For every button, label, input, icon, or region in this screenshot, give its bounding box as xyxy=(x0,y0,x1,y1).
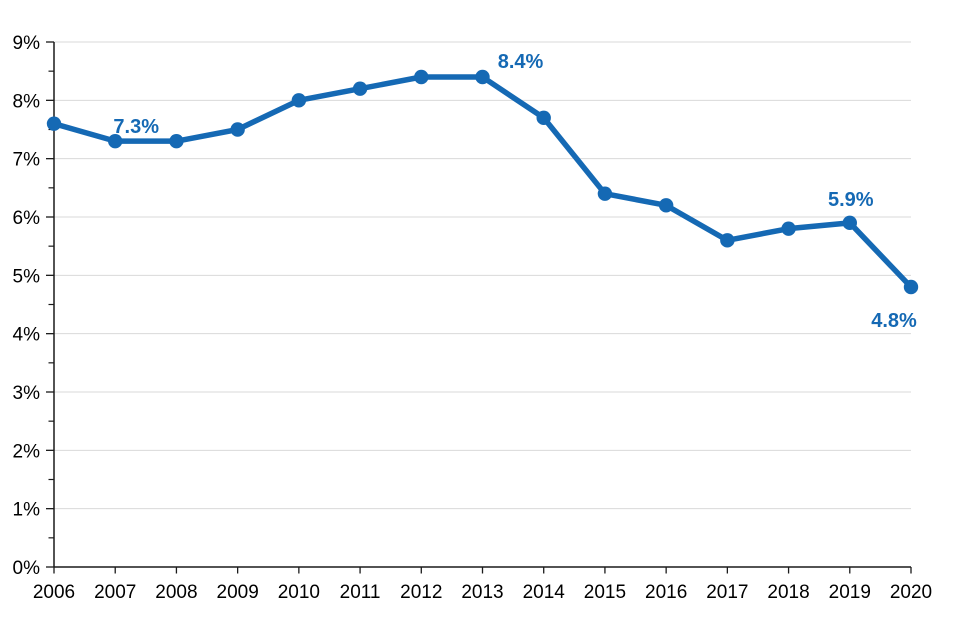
y-axis-tick-label: 4% xyxy=(13,325,41,346)
x-axis-tick-label-2012: 2012 xyxy=(400,582,442,603)
data-point-2012 xyxy=(414,69,429,85)
data-point-2016 xyxy=(658,198,674,213)
x-axis-tick-label-2017: 2017 xyxy=(706,582,748,603)
data-point-2014 xyxy=(536,110,551,126)
data-point-2018 xyxy=(781,221,796,236)
data-point-2020 xyxy=(903,279,919,295)
y-axis-tick-label: 2% xyxy=(13,441,41,462)
data-point-2017 xyxy=(720,233,735,248)
x-axis-tick-label-2018: 2018 xyxy=(767,582,809,603)
x-axis-tick-label-2015: 2015 xyxy=(584,582,626,603)
data-label-2013: 8.4% xyxy=(498,51,544,73)
data-label-2007: 7.3% xyxy=(113,116,159,138)
data-point-2019 xyxy=(842,215,857,231)
x-axis-tick-label-2011: 2011 xyxy=(340,582,381,603)
gridlines xyxy=(54,41,911,510)
y-axis: 0% 1% 2% 3% 4% 5% 6% 7% 8% 9% xyxy=(13,33,55,579)
y-axis-tick-label: 8% xyxy=(13,91,41,112)
x-axis-tick-label-2020: 2020 xyxy=(890,582,932,603)
data-point-2007 xyxy=(108,133,123,149)
x-axis-tick-label-2006: 2006 xyxy=(33,582,75,603)
data-point-2010 xyxy=(291,93,307,108)
data-point-2009 xyxy=(230,122,245,137)
x-axis: 2006 2007 2008 2009 2010 2011 2012 2013 2014 2015… xyxy=(33,566,932,603)
x-axis-tick-label-2013: 2013 xyxy=(461,582,503,603)
y-axis-tick-label: 5% xyxy=(13,266,41,287)
y-axis-tick-label: 3% xyxy=(13,383,41,404)
data-point-2015 xyxy=(597,186,613,201)
data-point-markers xyxy=(46,69,919,295)
x-axis-tick-label-2009: 2009 xyxy=(217,582,259,603)
x-axis-tick-label-2007: 2007 xyxy=(94,582,136,603)
data-point-2013 xyxy=(475,69,490,85)
y-axis-tick-label: 6% xyxy=(13,208,41,229)
x-axis-tick-label-2010: 2010 xyxy=(278,582,320,603)
x-axis-tick-label-2008: 2008 xyxy=(155,582,197,603)
x-axis-tick-label-2019: 2019 xyxy=(829,582,871,603)
data-point-2006 xyxy=(46,116,62,131)
data-point-2011 xyxy=(352,81,368,96)
data-label-2020: 4.8% xyxy=(871,310,917,332)
data-point-2008 xyxy=(169,133,184,149)
x-axis-tick-label-2016: 2016 xyxy=(645,582,687,603)
y-axis-tick-label: 7% xyxy=(13,150,41,171)
y-axis-tick-label: 1% xyxy=(13,500,41,521)
data-label-2019: 5.9% xyxy=(828,189,874,211)
y-axis-tick-label: 0% xyxy=(13,558,41,579)
data-labels: 7.3% 8.4% 5.9% 4.8% xyxy=(113,51,917,332)
y-axis-tick-label: 9% xyxy=(13,33,41,54)
x-axis-tick-label-2014: 2014 xyxy=(523,582,566,603)
